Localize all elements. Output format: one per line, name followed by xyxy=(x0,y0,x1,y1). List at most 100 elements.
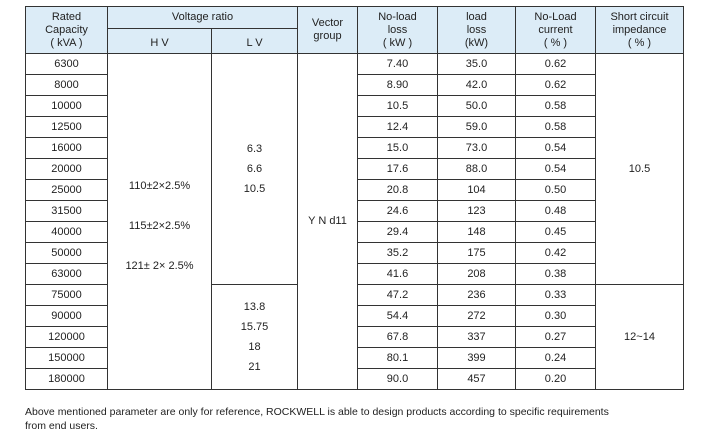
table-row: 180000 90.0 457 0.20 xyxy=(25,368,684,390)
table-row: 31500 24.6 123 0.48 xyxy=(25,200,684,222)
cell-no-load-current: 0.62 xyxy=(515,74,596,96)
cell-capacity: 8000 xyxy=(25,74,108,96)
cell-impedance-group1: 10.5 xyxy=(595,53,684,285)
cell-vector-group: Y N d11 xyxy=(297,53,358,390)
cell-no-load-loss: 15.0 xyxy=(357,137,438,159)
cell-capacity: 150000 xyxy=(25,347,108,369)
header-load-loss: load loss (kW) xyxy=(437,6,516,54)
cell-no-load-current: 0.54 xyxy=(515,158,596,180)
lv-value: 6.3 xyxy=(246,143,263,155)
hv-value: 110±2×2.5% xyxy=(128,180,191,192)
table-row: 6300 110±2×2.5% 115±2×2.5% 121± 2× 2.5% 6.3 6… xyxy=(25,53,684,390)
cell-load-loss: 272 xyxy=(437,305,516,327)
cell-lv-voltage-group2: 13.8 15.75 18 21 xyxy=(211,284,298,390)
cell-capacity: 63000 xyxy=(25,263,108,285)
cell-no-load-loss: 90.0 xyxy=(357,368,438,390)
table-row: 63000 41.6 208 0.38 xyxy=(25,263,684,285)
cell-no-load-current: 0.54 xyxy=(515,137,596,159)
cell-capacity: 180000 xyxy=(25,368,108,390)
cell-no-load-current: 0.30 xyxy=(515,305,596,327)
header-vector-group: Vector group xyxy=(297,6,358,54)
cell-no-load-current: 0.33 xyxy=(515,284,596,306)
cell-load-loss: 123 xyxy=(437,200,516,222)
header-lv: L V xyxy=(211,28,298,54)
header-no-load-loss: No-load loss ( kW ) xyxy=(357,6,438,54)
cell-no-load-loss: 17.6 xyxy=(357,158,438,180)
cell-capacity: 75000 xyxy=(25,284,108,306)
cell-no-load-current: 0.27 xyxy=(515,326,596,348)
cell-capacity: 40000 xyxy=(25,221,108,243)
cell-capacity: 31500 xyxy=(25,200,108,222)
cell-no-load-current: 0.48 xyxy=(515,200,596,222)
cell-load-loss: 148 xyxy=(437,221,516,243)
cell-load-loss: 236 xyxy=(437,284,516,306)
table-row: 20000 17.6 88.0 0.54 xyxy=(25,158,684,180)
cell-load-loss: 42.0 xyxy=(437,74,516,96)
header-hv: H V xyxy=(107,28,212,54)
table-row: 12500 12.4 59.0 0.58 xyxy=(25,116,684,138)
cell-load-loss: 88.0 xyxy=(437,158,516,180)
cell-impedance-group2: 12~14 xyxy=(595,284,684,390)
cell-load-loss: 73.0 xyxy=(437,137,516,159)
cell-no-load-loss: 24.6 xyxy=(357,200,438,222)
lv-value: 21 xyxy=(248,361,261,373)
cell-no-load-current: 0.38 xyxy=(515,263,596,285)
cell-no-load-current: 0.42 xyxy=(515,242,596,264)
cell-load-loss: 59.0 xyxy=(437,116,516,138)
cell-no-load-loss: 80.1 xyxy=(357,347,438,369)
hv-value: 121± 2× 2.5% xyxy=(125,260,194,272)
hv-value: 115±2×2.5% xyxy=(128,220,191,232)
cell-no-load-loss: 12.4 xyxy=(357,116,438,138)
lv-value: 18 xyxy=(248,341,261,353)
lv-value: 6.6 xyxy=(246,163,263,175)
cell-no-load-current: 0.24 xyxy=(515,347,596,369)
cell-no-load-loss: 41.6 xyxy=(357,263,438,285)
cell-no-load-loss: 8.90 xyxy=(357,74,438,96)
cell-load-loss: 457 xyxy=(437,368,516,390)
cell-capacity: 120000 xyxy=(25,326,108,348)
footnote: Above mentioned parameter are only for r… xyxy=(25,406,609,432)
cell-no-load-loss: 47.2 xyxy=(357,284,438,306)
cell-capacity: 12500 xyxy=(25,116,108,138)
cell-no-load-current: 0.58 xyxy=(515,116,596,138)
cell-load-loss: 175 xyxy=(437,242,516,264)
cell-no-load-current: 0.58 xyxy=(515,95,596,117)
cell-load-loss: 104 xyxy=(437,179,516,201)
cell-no-load-loss: 67.8 xyxy=(357,326,438,348)
spec-table-container: Rated Capacity ( kVA ) Voltage ratio Vec… xyxy=(25,6,684,390)
cell-capacity: 90000 xyxy=(25,305,108,327)
header-impedance: Short circuit impedance ( % ) xyxy=(595,6,684,54)
cell-no-load-loss: 10.5 xyxy=(357,95,438,117)
lv-value: 13.8 xyxy=(243,301,266,313)
cell-no-load-current: 0.45 xyxy=(515,221,596,243)
transformer-spec-table: Rated Capacity ( kVA ) Voltage ratio Vec… xyxy=(25,6,684,390)
cell-lv-voltage-group1: 6.3 6.6 10.5 xyxy=(211,53,298,285)
cell-capacity: 50000 xyxy=(25,242,108,264)
cell-capacity: 20000 xyxy=(25,158,108,180)
header-no-load-current: No-Load current ( % ) xyxy=(515,6,596,54)
cell-capacity: 10000 xyxy=(25,95,108,117)
cell-no-load-loss: 20.8 xyxy=(357,179,438,201)
table-row: 50000 35.2 175 0.42 xyxy=(25,242,684,264)
cell-load-loss: 337 xyxy=(437,326,516,348)
cell-capacity: 6300 xyxy=(25,53,108,75)
header-voltage-ratio: Voltage ratio xyxy=(107,6,298,29)
cell-capacity: 16000 xyxy=(25,137,108,159)
cell-no-load-current: 0.20 xyxy=(515,368,596,390)
table-row: 25000 20.8 104 0.50 xyxy=(25,179,684,201)
cell-load-loss: 208 xyxy=(437,263,516,285)
cell-load-loss: 35.0 xyxy=(437,53,516,75)
header-rated-capacity: Rated Capacity ( kVA ) xyxy=(25,6,108,54)
table-row: 16000 15.0 73.0 0.54 xyxy=(25,137,684,159)
cell-load-loss: 399 xyxy=(437,347,516,369)
cell-no-load-loss: 7.40 xyxy=(357,53,438,75)
cell-hv-voltage: 110±2×2.5% 115±2×2.5% 121± 2× 2.5% xyxy=(107,53,212,390)
cell-no-load-loss: 29.4 xyxy=(357,221,438,243)
lv-value: 15.75 xyxy=(240,321,269,333)
cell-no-load-loss: 35.2 xyxy=(357,242,438,264)
cell-no-load-current: 0.50 xyxy=(515,179,596,201)
cell-no-load-current: 0.62 xyxy=(515,53,596,75)
cell-capacity: 25000 xyxy=(25,179,108,201)
table-row: 75000 13.8 15.75 18 21 47.2 236 0.33 12~14 xyxy=(25,284,684,390)
cell-load-loss: 50.0 xyxy=(437,95,516,117)
